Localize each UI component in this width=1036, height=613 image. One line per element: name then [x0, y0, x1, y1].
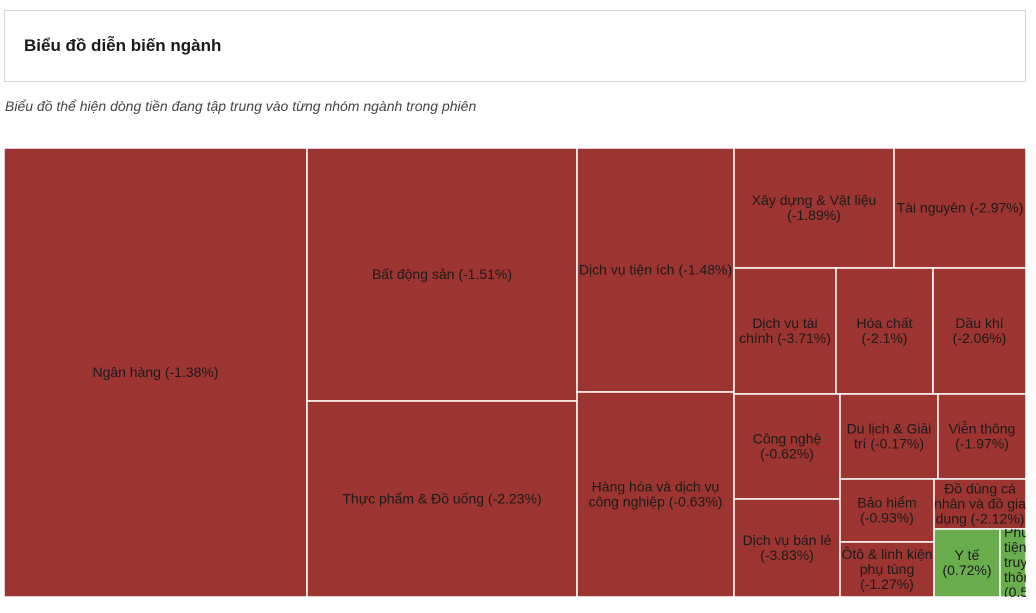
- treemap-label-line: Tài nguyên (-2.97%): [897, 200, 1024, 216]
- treemap-label-line: Hàng hóa và dịch vụ: [592, 479, 720, 495]
- treemap-label-line: Công nghệ: [753, 431, 822, 447]
- treemap-label-line: (-0.93%): [860, 510, 914, 526]
- treemap-label-line: dụng (-2.12%): [936, 511, 1025, 527]
- treemap-label-line: Đồ dùng cá: [944, 481, 1016, 497]
- treemap-rect-bat-dong-san[interactable]: [306, 148, 578, 402]
- treemap-label-phuong-tien-truyen-thong: Phươtiệntruyềthôn(0.5: [1004, 524, 1026, 597]
- treemap-cell-bat-dong-san[interactable]: Bất động sản (-1.51%): [306, 148, 578, 402]
- treemap-label-line: Dầu khí: [955, 315, 1003, 331]
- treemap-label-line: Dịch vụ tiện ích (-1.48%): [579, 262, 732, 278]
- treemap-label-line: (-2.06%): [953, 330, 1007, 346]
- treemap-label-dich-vu-ban-le: Dịch vụ bán lẻ (-3.83%): [743, 532, 832, 563]
- treemap-label-line: phụ tùng: [860, 561, 915, 577]
- treemap-rect-dich-vu-tien-ich[interactable]: [576, 148, 735, 393]
- chart-title: Biểu đồ diễn biến ngành: [24, 36, 222, 55]
- treemap-label-du-lich-giai-tri: Du lịch & Giải trí (-0.17%): [847, 421, 932, 452]
- treemap-rect-hang-hoa-va-dich-vu-cong-nghiep[interactable]: [576, 391, 735, 597]
- treemap-label-line: (-2.1%): [862, 330, 908, 346]
- treemap-label-line: Bảo hiểm: [857, 495, 916, 511]
- treemap-cell-dich-vu-ban-le[interactable]: Dịch vụ bán lẻ (-3.83%): [733, 498, 841, 597]
- treemap-label-line: Phươ: [1004, 524, 1026, 540]
- treemap-label-vien-thong: Viễn thông (-1.97%): [949, 421, 1016, 452]
- treemap-label-oto-linh-kien-phu-tung: Ôtô & linh kiện phụ tùng (-1.27%): [841, 546, 932, 592]
- treemap-chart: Ngân hàng (-1.38%) Bất động sản (-1.51%) T…: [4, 148, 1026, 597]
- treemap-label-dich-vu-tai-chinh: Dịch vụ tài chính (-3.71%): [739, 315, 831, 346]
- treemap-label-line: Ngân hàng (-1.38%): [92, 364, 218, 380]
- treemap-label-thuc-pham-do-uong: Thực phẩm & Đồ uống (-2.23%): [342, 491, 541, 507]
- treemap-rect-dau-khi[interactable]: [932, 267, 1026, 395]
- chart-header-card: Biểu đồ diễn biến ngành: [4, 10, 1026, 82]
- treemap-cell-tai-nguyen[interactable]: Tài nguyên (-2.97%): [893, 148, 1026, 269]
- treemap-label-xay-dung-vat-lieu: Xây dựng & Vật liệu (-1.89%): [752, 192, 877, 223]
- treemap-label-tai-nguyen: Tài nguyên (-2.97%): [897, 200, 1024, 216]
- treemap-rect-bao-hiem[interactable]: [839, 478, 935, 543]
- treemap-label-y-te: Y tế (0.72%): [942, 547, 991, 578]
- treemap-label-line: (-1.27%): [860, 576, 914, 592]
- treemap-label-line: Dịch vụ tài: [752, 315, 817, 331]
- treemap-rect-dich-vu-tai-chinh[interactable]: [733, 267, 837, 395]
- treemap-label-ngan-hang: Ngân hàng (-1.38%): [92, 364, 218, 380]
- treemap-label-line: công nghiệp (-0.63%): [589, 494, 723, 510]
- treemap-label-line: Xây dựng & Vật liệu: [752, 192, 877, 208]
- treemap-label-do-dung-ca-nhan-va-do-gia-dung: Đồ dùng cá nhân và đồ gia dụng (-2.12%): [934, 481, 1026, 527]
- treemap-cell-oto-linh-kien-phu-tung[interactable]: Ôtô & linh kiện phụ tùng (-1.27%): [839, 541, 935, 597]
- treemap-rect-du-lich-giai-tri[interactable]: [839, 393, 939, 480]
- treemap-cell-dich-vu-tien-ich[interactable]: Dịch vụ tiện ích (-1.48%): [576, 148, 735, 393]
- treemap-label-dich-vu-tien-ich: Dịch vụ tiện ích (-1.48%): [579, 262, 732, 278]
- treemap-cell-du-lich-giai-tri[interactable]: Du lịch & Giải trí (-0.17%): [839, 393, 939, 480]
- treemap-label-bat-dong-san: Bất động sản (-1.51%): [372, 266, 512, 282]
- treemap-cell-dau-khi[interactable]: Dầu khí (-2.06%): [932, 267, 1026, 395]
- treemap-label-line: (0.72%): [942, 562, 991, 578]
- treemap-label-line: Hóa chất: [856, 315, 912, 331]
- treemap-cell-hoa-chat[interactable]: Hóa chất (-2.1%): [835, 267, 934, 395]
- treemap-rect-dich-vu-ban-le[interactable]: [733, 498, 841, 597]
- treemap-label-dau-khi: Dầu khí (-2.06%): [953, 315, 1007, 346]
- treemap-rect-phuong-tien-truyen-thong[interactable]: [999, 528, 1026, 597]
- treemap-label-line: Thực phẩm & Đồ uống (-2.23%): [342, 491, 541, 507]
- treemap-label-line: trí (-0.17%): [854, 436, 924, 452]
- treemap-label-line: (-1.89%): [787, 207, 841, 223]
- treemap-cell-hang-hoa-va-dich-vu-cong-nghiep[interactable]: Hàng hóa và dịch vụ công nghiệp (-0.63%): [576, 391, 735, 597]
- treemap-label-line: truyề: [1004, 554, 1026, 570]
- treemap-label-line: chính (-3.71%): [739, 330, 831, 346]
- treemap-cell-vien-thong[interactable]: Viễn thông (-1.97%): [937, 393, 1026, 480]
- treemap-cell-phuong-tien-truyen-thong[interactable]: Phươtiệntruyềthôn(0.5: [999, 524, 1026, 597]
- treemap-label-line: Viễn thông: [949, 421, 1016, 437]
- treemap-label-cong-nghe: Công nghệ (-0.62%): [753, 431, 822, 462]
- treemap-label-line: nhân và đồ gia: [934, 496, 1026, 512]
- treemap-label-hang-hoa-va-dich-vu-cong-nghiep: Hàng hóa và dịch vụ công nghiệp (-0.63%): [589, 479, 723, 510]
- treemap-label-hoa-chat: Hóa chất (-2.1%): [856, 315, 912, 346]
- treemap-label-line: Ôtô & linh kiện: [841, 546, 932, 562]
- treemap-rect-oto-linh-kien-phu-tung[interactable]: [839, 541, 935, 597]
- treemap-cell-xay-dung-vat-lieu[interactable]: Xây dựng & Vật liệu (-1.89%): [733, 148, 895, 269]
- treemap-label-bao-hiem: Bảo hiểm (-0.93%): [857, 495, 916, 526]
- treemap-rect-thuc-pham-do-uong[interactable]: [306, 400, 578, 597]
- treemap-cell-thuc-pham-do-uong[interactable]: Thực phẩm & Đồ uống (-2.23%): [306, 400, 578, 597]
- treemap-cell-dich-vu-tai-chinh[interactable]: Dịch vụ tài chính (-3.71%): [733, 267, 837, 395]
- treemap-cell-cong-nghe[interactable]: Công nghệ (-0.62%): [733, 393, 841, 500]
- treemap-label-line: Du lịch & Giải: [847, 421, 932, 437]
- treemap-label-line: (-0.62%): [760, 446, 814, 462]
- treemap-container: Ngân hàng (-1.38%) Bất động sản (-1.51%) T…: [4, 148, 1026, 597]
- treemap-label-line: (0.5: [1004, 584, 1026, 597]
- treemap-rect-cong-nghe[interactable]: [733, 393, 841, 500]
- treemap-label-line: (-3.83%): [760, 547, 814, 563]
- treemap-rect-ngan-hang[interactable]: [4, 148, 308, 597]
- treemap-label-line: thôn: [1004, 569, 1026, 585]
- treemap-label-line: (-1.97%): [955, 436, 1009, 452]
- treemap-cell-bao-hiem[interactable]: Bảo hiểm (-0.93%): [839, 478, 935, 543]
- treemap-rect-vien-thong[interactable]: [937, 393, 1026, 480]
- treemap-label-line: tiện: [1004, 539, 1026, 555]
- treemap-cell-ngan-hang[interactable]: Ngân hàng (-1.38%): [4, 148, 308, 597]
- treemap-rect-y-te[interactable]: [933, 528, 1001, 597]
- treemap-label-line: Dịch vụ bán lẻ: [743, 532, 832, 548]
- treemap-cell-do-dung-ca-nhan-va-do-gia-dung[interactable]: Đồ dùng cá nhân và đồ gia dụng (-2.12%): [933, 478, 1026, 530]
- chart-subtitle: Biểu đồ thể hiện dòng tiền đang tập trun…: [5, 98, 477, 114]
- treemap-label-line: Bất động sản (-1.51%): [372, 266, 512, 282]
- treemap-cell-y-te[interactable]: Y tế (0.72%): [933, 528, 1001, 597]
- treemap-label-line: Y tế: [955, 547, 980, 563]
